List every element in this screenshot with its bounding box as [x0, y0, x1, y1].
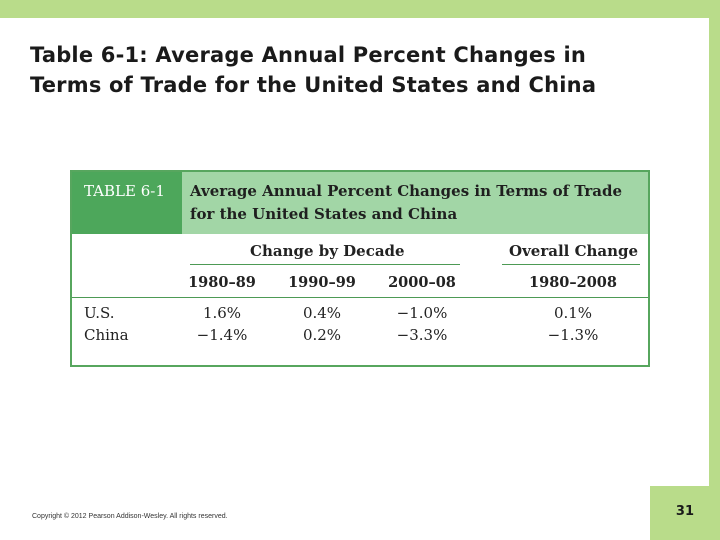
- slide-title-line-1: Table 6-1: Average Annual Percent Change…: [30, 43, 587, 67]
- page-number-box: 31: [650, 486, 720, 540]
- table-cell: −1.4%: [196, 326, 248, 344]
- table-caption-line-2: for the United States and China: [190, 205, 458, 223]
- table-cell: 1.6%: [202, 304, 242, 322]
- table-cell: −1.0%: [396, 304, 448, 322]
- row-label-china: China: [84, 326, 129, 344]
- column-header-1990-99: 1990–99: [288, 274, 356, 291]
- table-cell: 0.4%: [302, 304, 342, 322]
- column-header-1980-89: 1980–89: [188, 274, 256, 291]
- group-header-overall: Overall Change: [509, 242, 639, 260]
- table-label: TABLE 6-1: [84, 182, 165, 200]
- table-caption: Average Annual Percent Changes in Terms …: [190, 180, 622, 226]
- table-cell: −3.3%: [396, 326, 448, 344]
- top-accent-bar: [0, 0, 720, 18]
- column-header-1980-2008: 1980–2008: [529, 274, 617, 291]
- header-bottom-rule: [72, 297, 648, 298]
- column-header-2000-08: 2000–08: [388, 274, 456, 291]
- group-rule-decade: [190, 264, 460, 265]
- copyright-notice: Copyright © 2012 Pearson Addison-Wesley.…: [32, 513, 228, 520]
- slide-title: Table 6-1: Average Annual Percent Change…: [30, 40, 700, 100]
- group-header-decade: Change by Decade: [250, 242, 405, 260]
- table-label-cell: TABLE 6-1: [72, 172, 182, 234]
- page-number: 31: [675, 504, 694, 519]
- slide-title-line-2: Terms of Trade for the United States and…: [30, 73, 597, 97]
- table-cell: 0.2%: [302, 326, 342, 344]
- table-cell: 0.1%: [553, 304, 593, 322]
- right-accent-bar: [709, 0, 720, 540]
- table-header: TABLE 6-1 Average Annual Percent Changes…: [72, 172, 648, 234]
- table-cell: −1.3%: [547, 326, 599, 344]
- data-table: TABLE 6-1 Average Annual Percent Changes…: [70, 170, 650, 367]
- group-rule-overall: [502, 264, 640, 265]
- table-caption-line-1: Average Annual Percent Changes in Terms …: [190, 182, 623, 200]
- row-label-us: U.S.: [84, 304, 115, 322]
